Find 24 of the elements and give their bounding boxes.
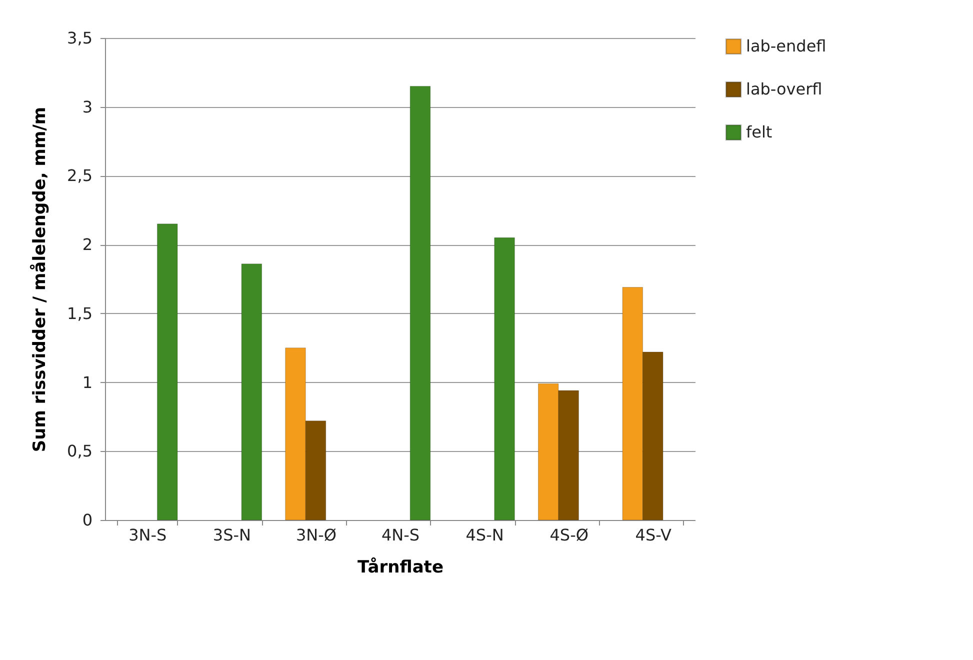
x-tick-label: 4S-Ø (550, 526, 588, 544)
x-tick-label: 4S-N (466, 526, 504, 544)
x-tick-label: 3N-S (128, 526, 167, 544)
bar (157, 224, 178, 520)
y-tick-label: 3,5 (67, 28, 92, 48)
y-tick-label: 1,5 (67, 304, 92, 323)
x-tick-label: 4N-S (381, 526, 420, 544)
x-axis-title: Tårnflate (358, 556, 444, 578)
y-tick-label: 0 (82, 510, 92, 530)
legend-label: lab-overfl (746, 80, 822, 98)
y-tick-label: 1 (82, 372, 92, 392)
y-tick-label: 2,5 (67, 166, 92, 186)
y-axis-title: Sum rissvidder / målelengde, mm/m (29, 106, 50, 452)
x-tick-label: 4S-V (635, 526, 672, 544)
y-tick-label: 2 (82, 235, 92, 254)
bar (410, 86, 431, 520)
x-tick-label: 3N-Ø (296, 526, 336, 544)
x-tick-label: 3S-N (212, 526, 251, 544)
legend-label: felt (746, 122, 772, 142)
y-tick-label: 3 (82, 97, 92, 116)
legend-label: lab-endefl (746, 36, 826, 56)
y-tick-label: 0,5 (67, 442, 92, 461)
bar (494, 237, 515, 520)
bar (241, 264, 262, 520)
